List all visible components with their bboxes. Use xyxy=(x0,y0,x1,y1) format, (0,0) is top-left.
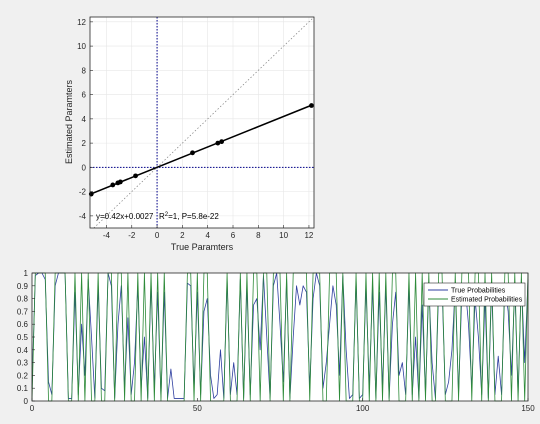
scatter-x-tick-label: 10 xyxy=(279,231,288,240)
scatter-point xyxy=(117,179,123,185)
line-y-tick-label: 0.7 xyxy=(17,307,29,316)
line-y-tick-label: 1 xyxy=(24,269,29,278)
scatter-x-ticks: -4 -2 0 2 4 6 8 10 12 xyxy=(103,225,314,240)
line-legend: True Probabilities Estimated Probabiliti… xyxy=(423,282,526,307)
scatter-y-tick-label: 4 xyxy=(82,115,87,124)
line-chart: 0 50 100 150 00.10.20.30.40.50.60.70.80.91 … xyxy=(17,269,535,413)
scatter-x-tick-label: 6 xyxy=(231,231,236,240)
line-y-tick-label: 0.6 xyxy=(17,320,29,329)
line-y-tick-label: 0 xyxy=(24,397,29,406)
line-y-tick-label: 0.1 xyxy=(17,384,29,393)
scatter-point xyxy=(309,103,314,108)
scatter-point xyxy=(219,139,225,145)
scatter-x-axis-label: True Paramters xyxy=(171,242,234,252)
legend-box xyxy=(423,282,526,307)
scatter-y-ticks: -4 -2 0 2 4 6 8 10 12 xyxy=(77,18,93,221)
scatter-y-tick-label: 10 xyxy=(77,42,86,51)
scatter-point xyxy=(215,140,221,146)
line-x-tick-label: 0 xyxy=(30,404,35,413)
line-y-tick-label: 0.9 xyxy=(17,282,29,291)
line-y-tick-label: 0.3 xyxy=(17,359,29,368)
scatter-x-tick-label: 12 xyxy=(304,231,313,240)
legend-label-estimated: Estimated Probabilities xyxy=(451,297,523,304)
line-x-tick-label: 100 xyxy=(356,404,370,413)
line-y-tick-label: 0.4 xyxy=(17,346,29,355)
scatter-y-axis-label: Estimated Paramters xyxy=(64,79,74,164)
scatter-points xyxy=(88,103,314,197)
scatter-x-tick-label: 0 xyxy=(155,231,160,240)
scatter-plot-area xyxy=(90,17,314,228)
scatter-y-tick-label: -2 xyxy=(79,188,87,197)
scatter-x-tick-label: -4 xyxy=(103,231,111,240)
line-y-tick-label: 0.2 xyxy=(17,371,29,380)
scatter-y-tick-label: 8 xyxy=(82,66,87,75)
scatter-crosshair xyxy=(90,17,314,228)
scatter-y-tick-label: -4 xyxy=(79,212,87,221)
line-y-tick-label: 0.8 xyxy=(17,295,29,304)
fit-line xyxy=(90,104,312,195)
scatter-point xyxy=(190,150,195,156)
line-x-tick-label: 150 xyxy=(521,404,535,413)
scatter-y-tick-label: 2 xyxy=(82,139,87,148)
scatter-y-tick-label: 6 xyxy=(82,91,87,100)
scatter-x-tick-label: 2 xyxy=(180,231,185,240)
scatter-y-tick-label: 12 xyxy=(77,18,86,27)
fit-equation-label: y=0.42x+0.0027 xyxy=(96,212,154,221)
line-x-ticks: 0 50 100 150 xyxy=(30,398,535,413)
scatter-fit-line xyxy=(90,104,312,195)
line-y-tick-label: 0.5 xyxy=(17,333,29,342)
legend-label-true: True Probabilities xyxy=(451,288,506,295)
line-y-ticks: 0 0.1 0.2 0.3 0.4 0.5 0.6 0.7 0.8 0.9 1 xyxy=(17,269,35,406)
line-x-tick-label: 50 xyxy=(193,404,202,413)
scatter-x-tick-label: 4 xyxy=(205,231,210,240)
scatter-point xyxy=(88,191,94,197)
scatter-x-tick-label: 8 xyxy=(256,231,261,240)
scatter-point xyxy=(110,182,116,188)
r2-label: R2=1, P=5.8e-22 xyxy=(159,212,219,221)
scatter-y-tick-label: 0 xyxy=(82,163,87,172)
scatter-point xyxy=(133,173,138,179)
scatter-axes-box xyxy=(89,16,315,229)
scatter-x-tick-label: -2 xyxy=(128,231,136,240)
scatter-chart: -4 -2 0 2 4 6 8 10 12 -4 -2 0 2 4 6 8 10 12 y=0.42x+0.00… xyxy=(64,16,315,252)
